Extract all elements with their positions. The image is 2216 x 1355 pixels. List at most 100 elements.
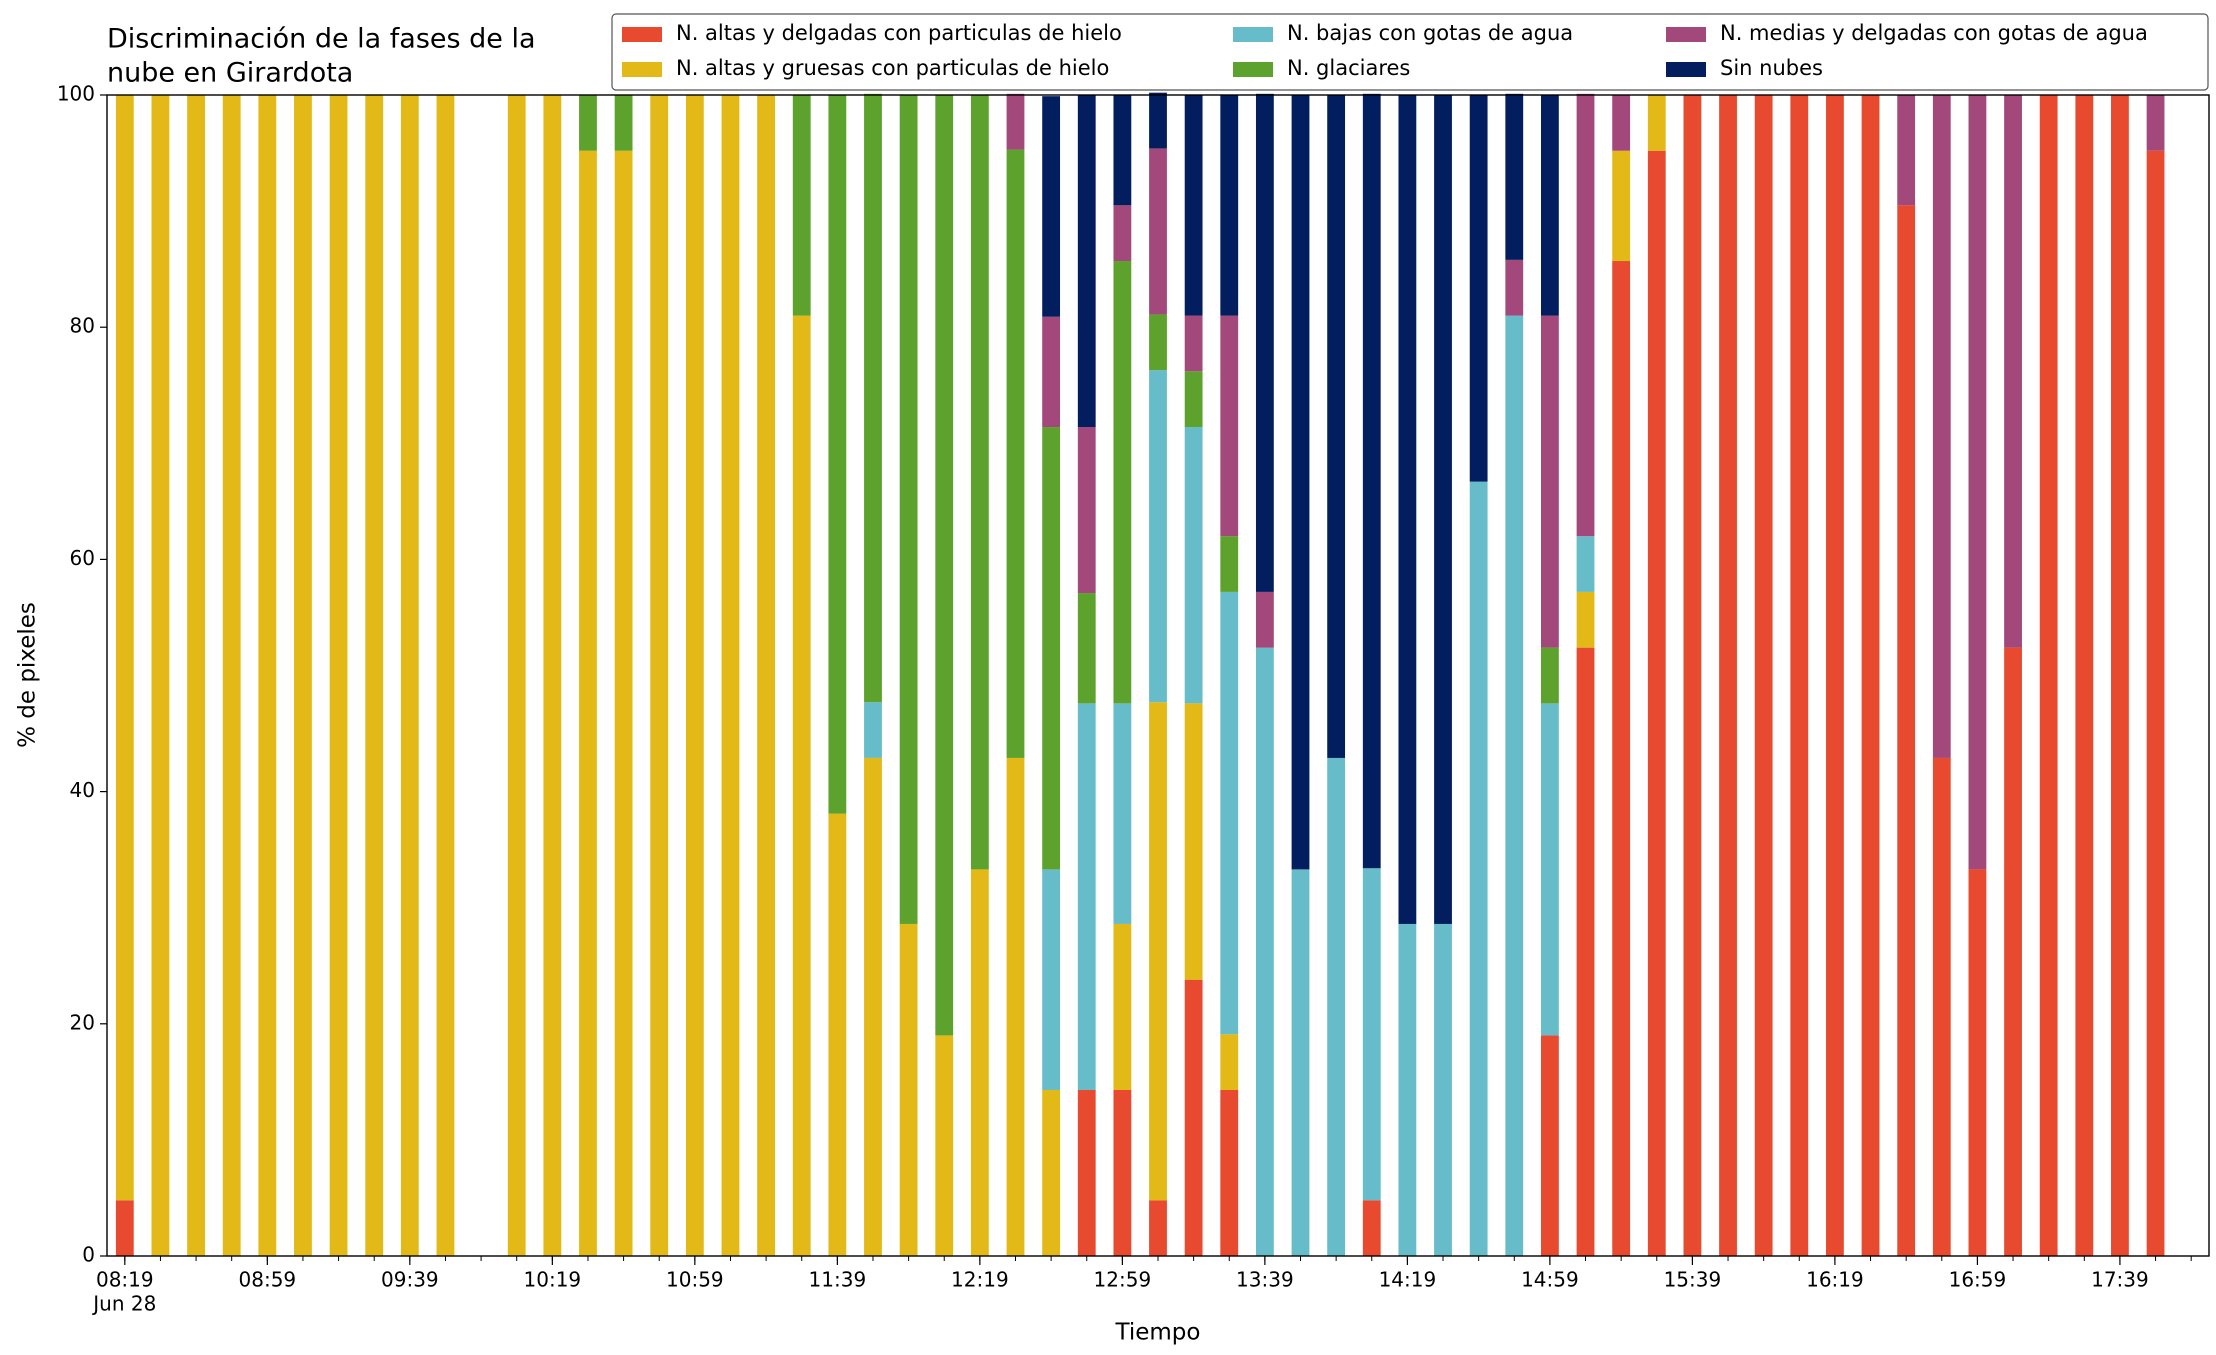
bar-segment [258,95,277,1256]
bar-segment [436,95,455,1256]
x-tick-label: 14:19 [1379,1268,1437,1292]
y-tick-label: 40 [70,778,95,802]
x-tick-label: 11:39 [809,1268,867,1292]
bar-segment [1042,427,1061,870]
bar-segment [2111,95,2129,1256]
bar-segment [1184,95,1203,316]
bar-segment [579,150,597,1256]
bar-segment [1255,93,1274,592]
bar-segment [1398,923,1417,1256]
bar-segment [1042,316,1061,428]
bar-segment [792,315,811,1257]
x-tick-label: 12:59 [1094,1268,1152,1292]
x-tick-label: 12:19 [951,1268,1009,1292]
x-tick-label: 08:19 [96,1268,154,1292]
bar-segment [1006,757,1025,1256]
bar-segment [579,95,597,151]
bar-segment [828,813,847,1256]
bar-segment [864,702,882,758]
bar-segment [1327,95,1346,758]
bar-segment [1220,95,1239,316]
y-axis-label: % de pixeles [15,602,41,748]
bar-segment [1469,95,1488,482]
x-tick-label: 10:19 [524,1268,582,1292]
bar-segment [792,95,811,316]
bar-segment [543,95,562,1256]
bar-segment [2039,95,2058,1256]
bar-segment [1255,647,1274,1256]
legend-swatch [1666,62,1706,77]
bar-segment [1006,93,1025,150]
bar-segment [1540,703,1559,1036]
bar-segment [1897,95,1916,206]
bar-segment [1327,757,1346,1256]
bar-segment [1719,95,1737,1256]
legend-swatch [1233,27,1273,42]
bar-segment [1006,149,1025,758]
bar-segment [1968,869,1987,1256]
bar-segment [1220,536,1239,592]
bar-segment [1255,591,1274,648]
bar-segment [1861,95,1880,1256]
bar-segment [2004,647,2022,1256]
bar-segment [970,869,989,1256]
bar-segment [970,95,989,870]
bar-segment [1505,315,1524,1257]
bar-segment [1220,1034,1239,1090]
bar-segment [2146,150,2165,1256]
bar-segment [1754,95,1773,1256]
bar-segment [1149,1200,1167,1256]
y-tick-label: 60 [70,546,95,570]
bar-segment [864,93,882,703]
legend-label: N. glaciares [1287,56,1410,80]
bar-segment [1184,371,1203,428]
bar-segment [1042,869,1061,1090]
bar-segment [1291,869,1310,1256]
bar-segment [1149,314,1167,371]
legend-label: N. altas y gruesas con particulas de hie… [676,56,1109,80]
bar-segment [1398,95,1417,924]
bar-segment [828,95,847,814]
bar-segment [1362,868,1381,1201]
bar-segment [1149,148,1167,315]
x-tick-label: 08:59 [239,1268,297,1292]
bar-segment [507,95,526,1256]
bar-segment [757,95,776,1256]
bar-segment [721,95,740,1256]
legend-swatch [1233,62,1273,77]
bar-segment [1184,427,1203,704]
bar-segment [1077,593,1096,704]
x-tick-label: 16:19 [1806,1268,1864,1292]
bar-segment [115,1200,134,1256]
bar-segment [935,1035,954,1256]
legend-label: N. medias y delgadas con gotas de agua [1720,21,2148,45]
bar-segment [1113,205,1132,262]
bar-segment [1647,95,1666,151]
bar-segment [1932,95,1951,758]
bar-segment [1362,93,1381,869]
bar-segment [1220,591,1239,1035]
legend-label: Sin nubes [1720,56,1823,80]
legend-label: N. bajas con gotas de agua [1287,21,1573,45]
bar-segment [222,95,241,1256]
bar-segment [1932,757,1951,1256]
bar-segment [864,757,882,1256]
x-tick-date: Jun 28 [91,1292,156,1316]
bar-segment [1113,261,1132,704]
bar-segment [1042,1089,1061,1256]
bar-segment [1220,1089,1239,1256]
legend-box [611,13,2209,91]
legend: N. altas y delgadas con particulas de hi… [611,13,2209,91]
bar-segment [2075,95,2094,1256]
legend-swatch [622,27,662,42]
bar-segment [1077,1089,1096,1256]
bar-segment [1434,923,1452,1256]
bar-segment [1184,979,1203,1256]
y-tick-label: 100 [57,82,95,106]
chart-title: nube en Girardota [107,58,353,89]
bar-segment [1576,647,1595,1256]
bar-segment [1149,92,1167,149]
bar-segment [1576,591,1595,648]
bar-segment [1576,536,1595,592]
